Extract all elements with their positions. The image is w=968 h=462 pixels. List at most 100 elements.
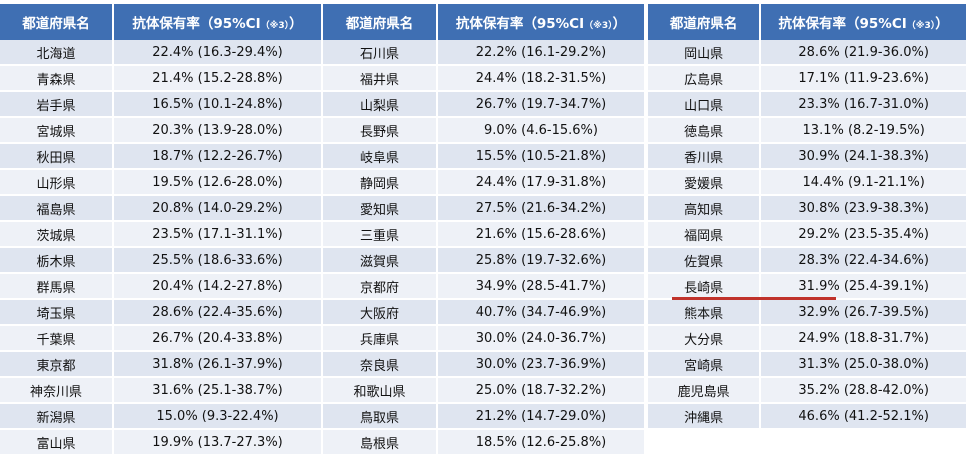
antibody-rate-value: 26.7% (20.4-33.8%)	[114, 326, 323, 352]
prefecture-name: 和歌山県	[323, 378, 438, 404]
prefecture-table: 都道府県名 抗体保有率（95%CI（※3）） 岡山県 28.6% (21.9-36.0…	[648, 4, 968, 430]
table-row: 福岡県 29.2% (23.5-35.4%)	[648, 222, 968, 248]
antibody-rate-value: 32.9% (26.7-39.5%)	[761, 300, 968, 326]
antibody-rate-value: 24.4% (18.2-31.5%)	[438, 66, 646, 92]
antibody-rate-value: 9.0% (4.6-15.6%)	[438, 118, 646, 144]
table-row: 徳島県 13.1% (8.2-19.5%)	[648, 118, 968, 144]
prefecture-name: 静岡県	[323, 170, 438, 196]
antibody-rate-value: 15.0% (9.3-22.4%)	[114, 404, 323, 430]
prefecture-name: 高知県	[648, 196, 762, 222]
header-rate-note: （※3）	[906, 21, 936, 31]
prefecture-name: 千葉県	[0, 326, 114, 352]
prefecture-name: 熊本県	[648, 300, 762, 326]
antibody-rate-value: 19.5% (12.6-28.0%)	[114, 170, 323, 196]
prefecture-name: 栃木県	[0, 248, 114, 274]
antibody-rate-value: 31.3% (25.0-38.0%)	[761, 352, 968, 378]
prefecture-name: 岐阜県	[323, 144, 438, 170]
table-row: 岐阜県 15.5% (10.5-21.8%)	[323, 144, 646, 170]
prefecture-name: 宮城県	[0, 118, 114, 144]
prefecture-name: 大分県	[648, 326, 762, 352]
table-row: 青森県 21.4% (15.2-28.8%)	[0, 66, 323, 92]
table-row: 神奈川県 31.6% (25.1-38.7%)	[0, 378, 323, 404]
prefecture-name: 青森県	[0, 66, 114, 92]
table-row: 愛知県 27.5% (21.6-34.2%)	[323, 196, 646, 222]
table-row: 沖縄県 46.6% (41.2-52.1%)	[648, 404, 968, 430]
prefecture-table: 都道府県名 抗体保有率（95%CI（※3）） 北海道 22.4% (16.3-29.4…	[0, 4, 323, 456]
prefecture-name: 埼玉県	[0, 300, 114, 326]
table-column-1: 都道府県名 抗体保有率（95%CI（※3）） 北海道 22.4% (16.3-29.4…	[0, 4, 323, 456]
antibody-rate-value: 28.6% (21.9-36.0%)	[761, 40, 968, 66]
header-rate-close: ）	[935, 16, 949, 32]
table-column-3: 都道府県名 抗体保有率（95%CI（※3）） 岡山県 28.6% (21.9-36.0…	[648, 4, 968, 430]
header-antibody-rate: 抗体保有率（95%CI（※3））	[761, 4, 968, 40]
prefecture-name: 奈良県	[323, 352, 438, 378]
prefecture-name: 石川県	[323, 40, 438, 66]
antibody-rate-value: 34.9% (28.5-41.7%)	[438, 274, 646, 300]
table-row: 岡山県 28.6% (21.9-36.0%)	[648, 40, 968, 66]
table-row: 奈良県 30.0% (23.7-36.9%)	[323, 352, 646, 378]
table-row: 香川県 30.9% (24.1-38.3%)	[648, 144, 968, 170]
prefecture-name: 秋田県	[0, 144, 114, 170]
antibody-rate-value: 31.9% (25.4-39.1%)	[761, 274, 968, 300]
antibody-rate-value: 20.8% (14.0-29.2%)	[114, 196, 323, 222]
table-row: 鹿児島県 35.2% (28.8-42.0%)	[648, 378, 968, 404]
table-row: 大阪府 40.7% (34.7-46.9%)	[323, 300, 646, 326]
table-row: 富山県 19.9% (13.7-27.3%)	[0, 430, 323, 456]
table-row: 京都府 34.9% (28.5-41.7%)	[323, 274, 646, 300]
header-rate-note: （※3）	[260, 21, 290, 31]
prefecture-name: 徳島県	[648, 118, 762, 144]
table-row: 埼玉県 28.6% (22.4-35.6%)	[0, 300, 323, 326]
antibody-rate-value: 35.2% (28.8-42.0%)	[761, 378, 968, 404]
antibody-rate-value: 27.5% (21.6-34.2%)	[438, 196, 646, 222]
table-row: 群馬県 20.4% (14.2-27.8%)	[0, 274, 323, 300]
prefecture-name: 福岡県	[648, 222, 762, 248]
header-rate-close: ）	[289, 16, 303, 32]
antibody-rate-value: 17.1% (11.9-23.6%)	[761, 66, 968, 92]
prefecture-name: 佐賀県	[648, 248, 762, 274]
table-row: 茨城県 23.5% (17.1-31.1%)	[0, 222, 323, 248]
antibody-rate-value: 24.4% (17.9-31.8%)	[438, 170, 646, 196]
table-row: 鳥取県 21.2% (14.7-29.0%)	[323, 404, 646, 430]
table-row: 愛媛県 14.4% (9.1-21.1%)	[648, 170, 968, 196]
antibody-rate-value: 15.5% (10.5-21.8%)	[438, 144, 646, 170]
antibody-rate-value: 26.7% (19.7-34.7%)	[438, 92, 646, 118]
prefecture-name: 山口県	[648, 92, 762, 118]
prefecture-table: 都道府県名 抗体保有率（95%CI（※3）） 石川県 22.2% (16.1-29.2…	[323, 4, 646, 456]
antibody-rate-value: 14.4% (9.1-21.1%)	[761, 170, 968, 196]
table-row: 兵庫県 30.0% (24.0-36.7%)	[323, 326, 646, 352]
header-prefecture: 都道府県名	[323, 4, 438, 40]
prefecture-name: 愛媛県	[648, 170, 762, 196]
antibody-rate-value: 24.9% (18.8-31.7%)	[761, 326, 968, 352]
antibody-rate-value: 30.0% (24.0-36.7%)	[438, 326, 646, 352]
table-row: 栃木県 25.5% (18.6-33.6%)	[0, 248, 323, 274]
table-row: 長野県 9.0% (4.6-15.6%)	[323, 118, 646, 144]
table-row: 高知県 30.8% (23.9-38.3%)	[648, 196, 968, 222]
prefecture-name: 兵庫県	[323, 326, 438, 352]
prefecture-name: 鹿児島県	[648, 378, 762, 404]
prefecture-name: 宮崎県	[648, 352, 762, 378]
prefecture-name: 神奈川県	[0, 378, 114, 404]
table-row: 佐賀県 28.3% (22.4-34.6%)	[648, 248, 968, 274]
prefecture-name: 東京都	[0, 352, 114, 378]
header-rate-text: 抗体保有率（95%CI	[455, 16, 585, 32]
table-row: 広島県 17.1% (11.9-23.6%)	[648, 66, 968, 92]
prefecture-name: 鳥取県	[323, 404, 438, 430]
table-row: 宮城県 20.3% (13.9-28.0%)	[0, 118, 323, 144]
antibody-rate-value: 21.4% (15.2-28.8%)	[114, 66, 323, 92]
prefecture-name: 香川県	[648, 144, 762, 170]
table-column-2: 都道府県名 抗体保有率（95%CI（※3）） 石川県 22.2% (16.1-29.2…	[323, 4, 646, 456]
antibody-rate-value: 22.2% (16.1-29.2%)	[438, 40, 646, 66]
antibody-rate-value: 30.0% (23.7-36.9%)	[438, 352, 646, 378]
header-rate-text: 抗体保有率（95%CI	[778, 16, 907, 32]
antibody-rate-value: 25.8% (19.7-32.6%)	[438, 248, 646, 274]
prefecture-name: 長野県	[323, 118, 438, 144]
antibody-rate-value: 18.7% (12.2-26.7%)	[114, 144, 323, 170]
table-row: 三重県 21.6% (15.6-28.6%)	[323, 222, 646, 248]
table-row: 石川県 22.2% (16.1-29.2%)	[323, 40, 646, 66]
antibody-rate-value: 23.5% (17.1-31.1%)	[114, 222, 323, 248]
header-rate-close: ）	[612, 16, 627, 32]
table-row: 滋賀県 25.8% (19.7-32.6%)	[323, 248, 646, 274]
prefecture-name: 大阪府	[323, 300, 438, 326]
prefecture-name: 山形県	[0, 170, 114, 196]
table-row: 島根県 18.5% (12.6-25.8%)	[323, 430, 646, 456]
